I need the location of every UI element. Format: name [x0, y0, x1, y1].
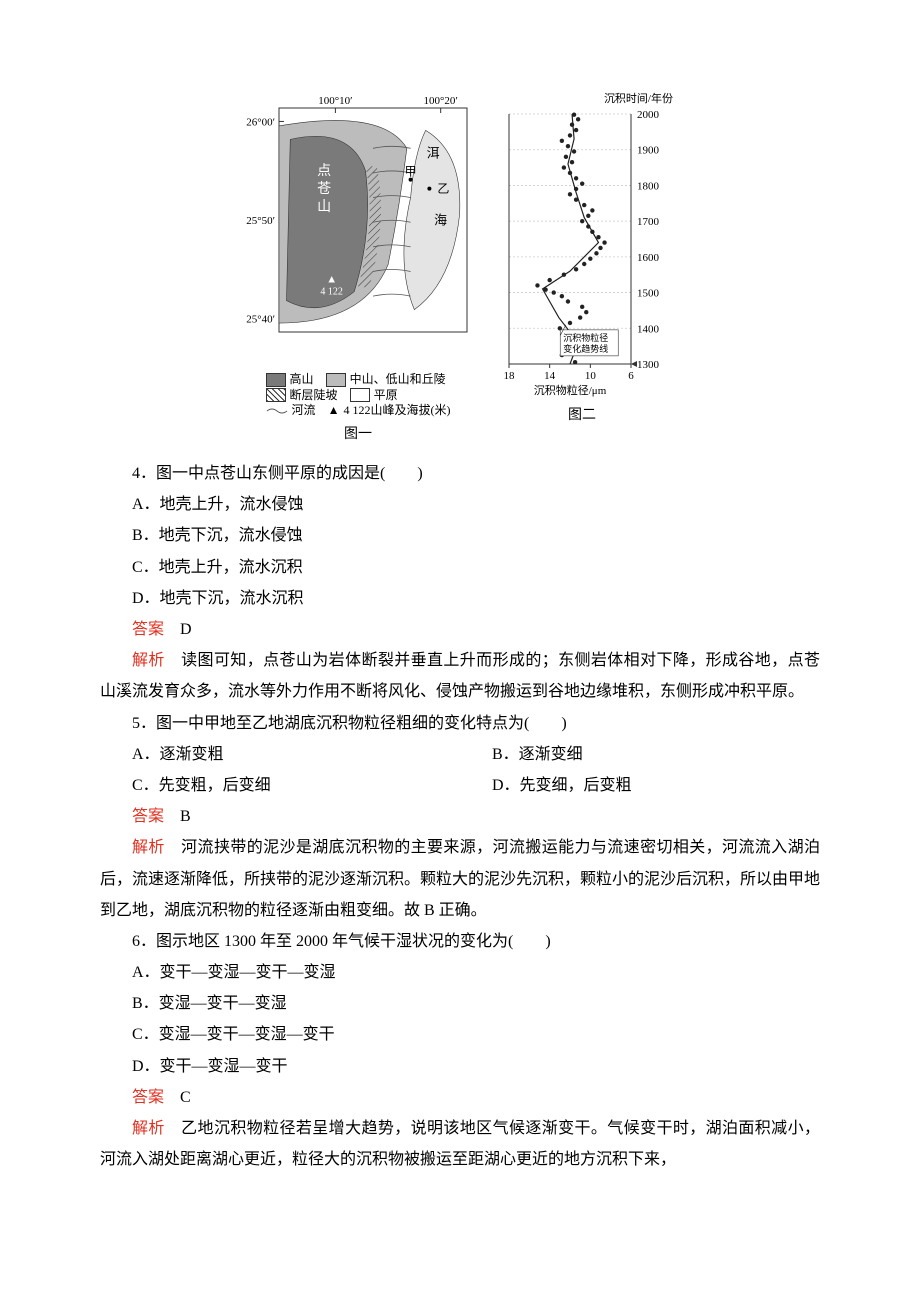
svg-text:100°20′: 100°20′ — [424, 95, 458, 107]
legend-mid-mtn: 中山、低山和丘陵 — [350, 372, 446, 388]
figure-2: 沉积时间/年份 1300 1400 1500 1600 1700 1800 1900 2000 1… — [487, 90, 677, 448]
svg-text:6: 6 — [628, 370, 634, 382]
q5-stem: 5．图一中甲地至乙地湖底沉积物粒径粗细的变化特点为( ) — [100, 708, 820, 739]
explanation-label: 解析 — [132, 1120, 165, 1137]
svg-text:4 122: 4 122 — [320, 287, 343, 298]
q6-answer-value: C — [180, 1089, 191, 1106]
q4-stem: 4．图一中点苍山东侧平原的成因是( ) — [100, 458, 820, 489]
svg-text:海: 海 — [434, 212, 447, 227]
svg-text:25°50′: 25°50′ — [246, 215, 275, 227]
svg-text:1700: 1700 — [637, 216, 660, 228]
svg-text:2000: 2000 — [637, 109, 660, 121]
peak-icon: ▲ — [328, 403, 340, 419]
q4-explanation-text: 读图可知，点苍山为岩体断裂并垂直上升而形成的；东侧岩体相对下降，形成谷地，点苍山… — [100, 652, 820, 700]
svg-text:▲: ▲ — [326, 274, 337, 286]
q6-opt-a: A．变干—变湿—变干—变湿 — [100, 957, 820, 988]
svg-text:1300: 1300 — [637, 359, 660, 371]
svg-text:18: 18 — [504, 370, 516, 382]
q4-explanation: 解析 读图可知，点苍山为岩体断裂并垂直上升而形成的；东侧岩体相对下降，形成谷地，… — [100, 645, 820, 707]
q5-opt-d: D．先变细，后变粗 — [460, 770, 820, 801]
map-svg: 100°10′ 100°20′ 26°00′ 25°50′ 25°40′ 点苍山 洱海 甲乙 ▲… — [243, 90, 473, 370]
q5-explanation-text: 河流挟带的泥沙是湖底沉积物的主要来源，河流搬运能力与流速密切相关，河流流入湖泊后… — [100, 839, 820, 918]
svg-text:洱: 洱 — [427, 145, 440, 160]
legend-peak: 4 122山峰及海拔(米) — [343, 403, 450, 419]
answer-label: 答案 — [132, 808, 164, 825]
q4-opt-d: D．地壳下沉，流水沉积 — [100, 583, 820, 614]
q6-opt-b: B．变湿—变干—变湿 — [100, 988, 820, 1019]
svg-text:乙: 乙 — [437, 182, 449, 196]
q6-explanation: 解析 乙地沉积物粒径若呈增大趋势，说明该地区气候逐渐变干。气候变干时，湖泊面积减… — [100, 1113, 820, 1175]
svg-text:苍: 苍 — [317, 181, 331, 197]
svg-text:1500: 1500 — [637, 288, 660, 300]
svg-text:25°40′: 25°40′ — [246, 314, 275, 326]
q4-answer: 答案 D — [100, 614, 820, 645]
svg-text:沉积物粒径: 沉积物粒径 — [563, 332, 608, 343]
q6-answer: 答案 C — [100, 1082, 820, 1113]
svg-text:1800: 1800 — [637, 180, 660, 192]
svg-text:1900: 1900 — [637, 145, 660, 157]
legend-high-mtn: 高山 — [290, 372, 314, 388]
svg-text:沉积物粒径/μm: 沉积物粒径/μm — [534, 383, 607, 397]
fig1-caption: 图一 — [344, 421, 372, 448]
q5-opt-b: B．逐渐变细 — [460, 739, 820, 770]
legend-plain: 平原 — [374, 388, 398, 404]
q4-opt-c: C．地壳上升，流水沉积 — [100, 552, 820, 583]
figure-row: 100°10′ 100°20′ 26°00′ 25°50′ 25°40′ 点苍山 洱海 甲乙 ▲… — [100, 90, 820, 448]
q5-answer: 答案 B — [100, 801, 820, 832]
q4-opt-b: B．地壳下沉，流水侵蚀 — [100, 520, 820, 551]
fig1-legend: 高山 中山、低山和丘陵 断层陡坡 平原 河流 ▲4 122山峰及海拔(米) — [266, 372, 451, 419]
svg-text:1600: 1600 — [637, 252, 660, 264]
scatter-svg: 沉积时间/年份 1300 1400 1500 1600 1700 1800 1900 2000 1… — [487, 90, 677, 400]
q5-opt-c: C．先变粗，后变细 — [100, 770, 460, 801]
svg-text:沉积时间/年份: 沉积时间/年份 — [604, 91, 673, 105]
svg-text:1400: 1400 — [637, 323, 660, 335]
q6-opt-c: C．变湿—变干—变湿—变干 — [100, 1019, 820, 1050]
legend-river: 河流 — [292, 403, 316, 419]
answer-label: 答案 — [132, 1089, 164, 1106]
q5-answer-value: B — [180, 808, 191, 825]
explanation-label: 解析 — [132, 652, 165, 669]
explanation-label: 解析 — [132, 839, 165, 856]
q6-opt-d: D．变干—变湿—变干 — [100, 1051, 820, 1082]
svg-text:14: 14 — [544, 370, 556, 382]
svg-text:山: 山 — [317, 199, 331, 215]
q4-opt-a: A．地壳上升，流水侵蚀 — [100, 489, 820, 520]
fig2-caption: 图二 — [568, 402, 596, 429]
legend-fault-slope: 断层陡坡 — [290, 388, 338, 404]
svg-text:26°00′: 26°00′ — [246, 116, 275, 128]
svg-text:变化趋势线: 变化趋势线 — [563, 343, 608, 354]
q4-answer-value: D — [180, 621, 192, 638]
figure-1: 100°10′ 100°20′ 26°00′ 25°50′ 25°40′ 点苍山 洱海 甲乙 ▲… — [243, 90, 473, 448]
answer-label: 答案 — [132, 621, 164, 638]
q5-explanation: 解析 河流挟带的泥沙是湖底沉积物的主要来源，河流搬运能力与流速密切相关，河流流入… — [100, 832, 820, 926]
svg-text:甲: 甲 — [405, 165, 417, 179]
svg-text:100°10′: 100°10′ — [318, 95, 352, 107]
svg-text:点: 点 — [317, 163, 331, 179]
q6-explanation-text: 乙地沉积物粒径若呈增大趋势，说明该地区气候逐渐变干。气候变干时，湖泊面积减小，河… — [100, 1120, 820, 1168]
q5-opt-a: A．逐渐变粗 — [100, 739, 460, 770]
svg-text:10: 10 — [585, 370, 597, 382]
q6-stem: 6．图示地区 1300 年至 2000 年气候干湿状况的变化为( ) — [100, 926, 820, 957]
